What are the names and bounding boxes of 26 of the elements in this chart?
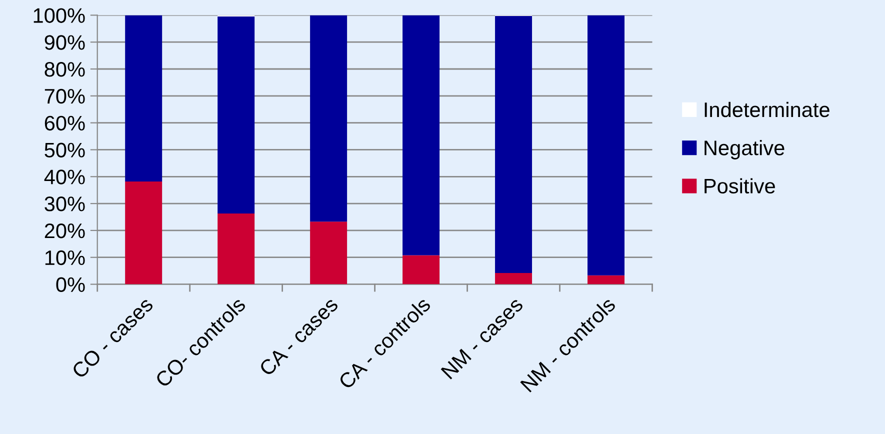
bar (588, 275, 624, 284)
y-tick-label: 10% (45, 250, 85, 266)
y-tick-label: 0% (56, 277, 85, 292)
bar (310, 15, 348, 222)
bar (588, 15, 624, 276)
bar (495, 272, 532, 284)
y-tick-label: 60% (44, 116, 85, 131)
bar (495, 16, 532, 273)
y-tick-label: 90% (44, 35, 85, 50)
y-tick-label: 100% (34, 8, 85, 23)
y-tick-label: 70% (44, 88, 85, 104)
bar (402, 15, 440, 256)
y-tick-label: 30% (44, 196, 85, 212)
legend-label: Positive (704, 178, 775, 194)
bar (125, 15, 162, 182)
bar (218, 16, 255, 214)
y-tick-label: 50% (44, 142, 85, 158)
y-tick-label: 80% (44, 62, 85, 77)
bar (402, 255, 440, 284)
legend-label: Negative (704, 140, 784, 160)
bar (310, 222, 348, 284)
bar (218, 214, 255, 284)
bar (125, 181, 162, 284)
y-tick-label: 20% (44, 223, 85, 238)
y-tick-label: 40% (44, 170, 85, 184)
legend-label: Indeterminate (704, 102, 830, 118)
